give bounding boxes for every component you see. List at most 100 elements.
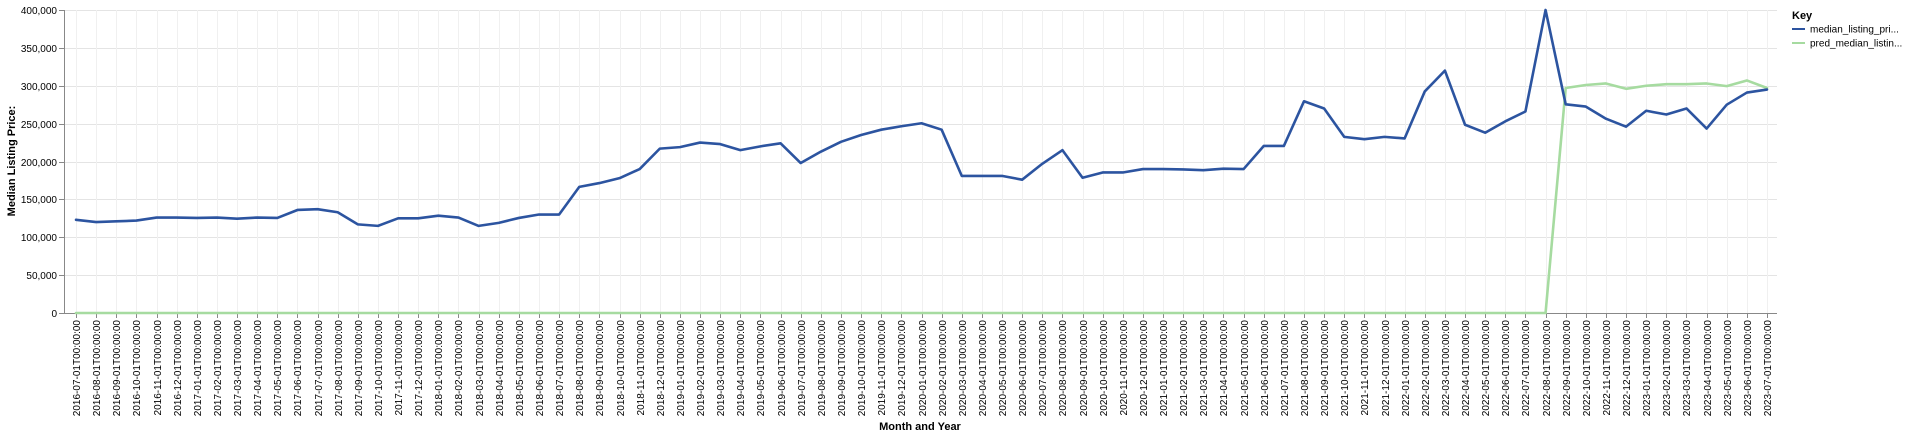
x-tick-label: 2016-10-01T00:00:00 — [132, 320, 143, 417]
legend-label: median_listing_pri... — [1810, 25, 1899, 36]
x-tick-label: 2017-07-01T00:00:00 — [314, 320, 325, 417]
x-tick-label: 2022-03-01T00:00:00 — [1441, 320, 1452, 417]
x-tick-label: 2021-02-01T00:00:00 — [1179, 320, 1190, 417]
x-tick-label: 2023-07-01T00:00:00 — [1763, 320, 1774, 417]
x-tick-label: 2021-07-01T00:00:00 — [1280, 320, 1291, 417]
x-tick-label: 2021-10-01T00:00:00 — [1340, 320, 1351, 417]
x-tick-label: 2018-06-01T00:00:00 — [535, 320, 546, 417]
x-tick-label: 2018-01-01T00:00:00 — [434, 320, 445, 417]
x-tick-label: 2021-04-01T00:00:00 — [1219, 320, 1230, 417]
x-tick-label: 2018-11-01T00:00:00 — [636, 320, 647, 416]
y-axis-title: Median Listing Price: — [6, 106, 18, 217]
y-tick-label: 0 — [51, 309, 57, 320]
x-tick-label: 2019-06-01T00:00:00 — [777, 320, 788, 417]
x-tick-label: 2019-03-01T00:00:00 — [716, 320, 727, 417]
grid-lines — [64, 10, 1777, 314]
x-tick-label: 2022-06-01T00:00:00 — [1501, 320, 1512, 417]
x-tick-label: 2017-04-01T00:00:00 — [253, 320, 264, 417]
axes — [64, 10, 1777, 314]
x-axis-ticks: 2016-07-01T00:00:00 2016-08-01T00:00:00 20… — [72, 313, 1774, 416]
series-line-median-listing-pri — [74, 8, 1769, 228]
x-tick-label: 2022-12-01T00:00:00 — [1622, 320, 1633, 417]
y-tick-label: 150,000 — [21, 195, 58, 206]
x-tick-label: 2021-09-01T00:00:00 — [1320, 320, 1331, 417]
x-tick-label: 2017-03-01T00:00:00 — [233, 320, 244, 417]
x-tick-label: 2020-05-01T00:00:00 — [998, 320, 1009, 417]
y-tick-label: 50,000 — [26, 271, 57, 282]
legend-label: pred_median_listin... — [1810, 39, 1902, 50]
x-tick-label: 2023-02-01T00:00:00 — [1662, 320, 1673, 417]
legend-items: median_listing_pri... pred_median_listin.… — [1792, 25, 1902, 50]
x-tick-label: 2020-01-01T00:00:00 — [918, 320, 929, 417]
x-tick-label: 2017-05-01T00:00:00 — [273, 320, 284, 417]
x-tick-label: 2023-06-01T00:00:00 — [1743, 320, 1754, 417]
x-tick-label: 2019-04-01T00:00:00 — [736, 320, 747, 417]
x-tick-label: 2019-02-01T00:00:00 — [696, 320, 707, 417]
x-tick-label: 2021-08-01T00:00:00 — [1300, 320, 1311, 417]
x-tick-label: 2021-03-01T00:00:00 — [1199, 320, 1210, 417]
x-tick-label: 2023-03-01T00:00:00 — [1682, 320, 1693, 417]
x-tick-label: 2018-08-01T00:00:00 — [575, 320, 586, 417]
x-tick-label: 2018-05-01T00:00:00 — [515, 320, 526, 417]
x-tick-label: 2022-10-01T00:00:00 — [1582, 320, 1593, 417]
y-tick-label: 400,000 — [21, 6, 58, 17]
x-tick-label: 2018-04-01T00:00:00 — [495, 320, 506, 417]
x-tick-label: 2016-12-01T00:00:00 — [173, 320, 184, 417]
x-tick-label: 2022-04-01T00:00:00 — [1461, 320, 1472, 417]
y-tick-label: 250,000 — [21, 120, 58, 131]
x-tick-label: 2016-11-01T00:00:00 — [153, 320, 164, 416]
x-tick-label: 2016-09-01T00:00:00 — [112, 320, 123, 417]
x-tick-label: 2018-07-01T00:00:00 — [555, 320, 566, 417]
x-tick-label: 2020-06-01T00:00:00 — [1018, 320, 1029, 417]
legend: Key median_listing_pri... pred_median_lis… — [1792, 10, 1902, 50]
x-tick-label: 2017-11-01T00:00:00 — [394, 320, 405, 416]
x-tick-label: 2023-05-01T00:00:00 — [1723, 320, 1734, 417]
x-tick-label: 2020-03-01T00:00:00 — [958, 320, 969, 417]
y-tick-label: 200,000 — [21, 158, 58, 169]
y-axis-ticks: 0 50,000 100,000 150,000 200,000 250,000 300,0… — [21, 6, 64, 320]
x-tick-label: 2019-05-01T00:00:00 — [756, 320, 767, 417]
series-lines — [74, 8, 1769, 315]
x-tick-label: 2019-07-01T00:00:00 — [797, 320, 808, 417]
x-tick-label: 2022-09-01T00:00:00 — [1562, 320, 1573, 417]
y-tick-label: 100,000 — [21, 233, 58, 244]
x-tick-label: 2020-09-01T00:00:00 — [1079, 320, 1090, 417]
x-tick-label: 2016-08-01T00:00:00 — [92, 320, 103, 417]
x-tick-label: 2017-08-01T00:00:00 — [334, 320, 345, 417]
x-tick-label: 2022-07-01T00:00:00 — [1521, 320, 1532, 417]
x-tick-label: 2016-07-01T00:00:00 — [72, 320, 83, 417]
x-tick-label: 2020-02-01T00:00:00 — [938, 320, 949, 417]
x-tick-label: 2022-08-01T00:00:00 — [1542, 320, 1553, 417]
x-tick-label: 2022-11-01T00:00:00 — [1602, 320, 1613, 416]
x-tick-label: 2021-01-01T00:00:00 — [1159, 320, 1170, 417]
x-tick-label: 2017-10-01T00:00:00 — [374, 320, 385, 417]
x-tick-label: 2018-02-01T00:00:00 — [454, 320, 465, 417]
x-tick-label: 2020-10-01T00:00:00 — [1099, 320, 1110, 417]
x-tick-label: 2019-11-01T00:00:00 — [877, 320, 888, 416]
x-tick-label: 2021-11-01T00:00:00 — [1360, 320, 1371, 416]
x-tick-label: 2018-10-01T00:00:00 — [616, 320, 627, 417]
x-tick-label: 2017-02-01T00:00:00 — [213, 320, 224, 417]
x-tick-label: 2019-12-01T00:00:00 — [897, 320, 908, 417]
legend-title: Key — [1792, 10, 1813, 22]
x-tick-label: 2022-05-01T00:00:00 — [1481, 320, 1492, 417]
x-tick-label: 2022-01-01T00:00:00 — [1401, 320, 1412, 417]
x-tick-label: 2017-01-01T00:00:00 — [193, 320, 204, 417]
y-tick-label: 350,000 — [21, 44, 58, 55]
x-tick-label: 2020-07-01T00:00:00 — [1038, 320, 1049, 417]
x-tick-label: 2020-11-01T00:00:00 — [1119, 320, 1130, 416]
x-tick-label: 2017-09-01T00:00:00 — [354, 320, 365, 417]
x-tick-label: 2019-09-01T00:00:00 — [837, 320, 848, 417]
series-line-pred-median-listin — [74, 79, 1769, 315]
x-tick-label: 2018-03-01T00:00:00 — [475, 320, 486, 417]
x-tick-label: 2020-08-01T00:00:00 — [1058, 320, 1069, 417]
x-axis-title: Month and Year — [879, 421, 961, 433]
x-tick-label: 2023-01-01T00:00:00 — [1642, 320, 1653, 417]
x-tick-label: 2017-12-01T00:00:00 — [414, 320, 425, 417]
x-tick-label: 2019-10-01T00:00:00 — [857, 320, 868, 417]
x-tick-label: 2018-09-01T00:00:00 — [595, 320, 606, 417]
x-tick-label: 2020-12-01T00:00:00 — [1139, 320, 1150, 417]
x-tick-label: 2018-12-01T00:00:00 — [656, 320, 667, 417]
x-tick-label: 2017-06-01T00:00:00 — [293, 320, 304, 417]
x-tick-label: 2021-05-01T00:00:00 — [1240, 320, 1251, 417]
